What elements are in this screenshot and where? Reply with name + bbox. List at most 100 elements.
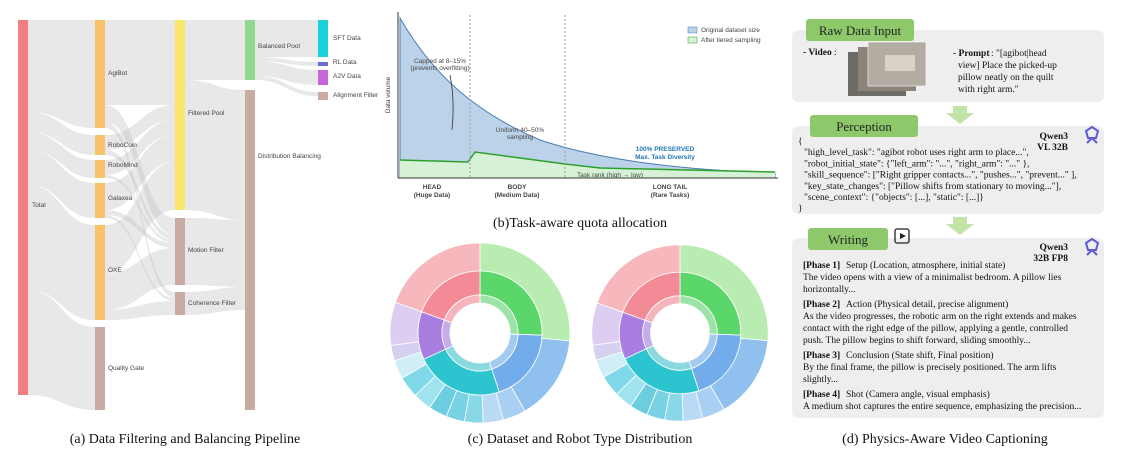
flow <box>105 175 175 243</box>
writing-text: [Phase 1] Setup (Location, atmosphere, in… <box>803 260 1081 412</box>
header-pill <box>810 115 918 137</box>
legend-entry: Original dataset size <box>701 27 760 34</box>
node <box>95 183 105 218</box>
flow <box>28 112 95 155</box>
video-icon <box>900 233 906 239</box>
json-line: "scene_context": {"objects": [...], "sta… <box>804 193 984 203</box>
prompt-line: view] Place the picked-up <box>958 61 1057 71</box>
node-label: Filtered Pool <box>188 110 225 117</box>
model-icon <box>1084 237 1100 256</box>
annotation: Max. Task Diversity <box>635 154 695 161</box>
model: Qwen3 <box>1040 132 1069 142</box>
prompt-line: with right arm." <box>958 85 1019 95</box>
json-line: { <box>798 137 803 147</box>
node-label: Balanced Pool <box>258 43 300 50</box>
json-line: } <box>798 204 803 214</box>
phase-line: As the video progresses, the robotic arm… <box>803 312 1077 322</box>
json-line: "key_state_changes": ["Pillow shifts fro… <box>804 181 1061 192</box>
node-label: RL Data <box>333 59 357 66</box>
legend-swatch <box>687 36 698 44</box>
header: Writing <box>828 232 868 247</box>
node <box>95 20 105 128</box>
phase-line: contact with the right edge of the pillo… <box>803 323 1068 334</box>
model-icon <box>1084 125 1100 144</box>
phase-heading: Shot (Camera angle, visual emphasis) <box>846 389 990 400</box>
panel-d: Raw Data Input - Video : - Prompt : "[ag… <box>792 19 1104 447</box>
node <box>95 135 105 155</box>
node <box>318 70 328 85</box>
node <box>318 20 328 57</box>
annotation: 100% PRESERVED <box>636 146 695 153</box>
region-label: (Rare Tasks) <box>651 192 690 199</box>
flow <box>28 290 95 410</box>
flow <box>28 20 95 128</box>
flow <box>105 162 175 273</box>
node-label: A2V Data <box>333 73 361 80</box>
node-label: OXE <box>108 267 122 274</box>
annotation: Capped at 8–15% <box>414 58 466 65</box>
phase-line: push. The pillow begins to shift forward… <box>803 335 1030 346</box>
json-line: "skill_sequence": ["Right gripper contac… <box>804 171 1077 181</box>
sampled-line <box>399 151 776 173</box>
phase-line: A medium shot captures the entire sequen… <box>803 402 1081 412</box>
sampled-area <box>400 152 775 178</box>
node <box>318 62 328 66</box>
arrow <box>946 217 974 235</box>
region-label: BODY <box>508 184 527 191</box>
model: 32B FP8 <box>1033 254 1068 264</box>
node <box>95 225 105 320</box>
phase-line: slightly... <box>803 375 838 385</box>
video-icon <box>894 228 910 244</box>
prompt-line: pillow neatly on the quilt <box>958 73 1054 83</box>
node <box>18 20 28 395</box>
box <box>792 126 1104 214</box>
panel-c: (c) Dataset and Robot Type Distribution <box>389 242 769 447</box>
node-label: Coherence Filter <box>188 300 237 307</box>
sunburst-center <box>450 303 510 363</box>
node <box>245 20 255 80</box>
flow <box>28 132 95 178</box>
phase-line: By the final frame, the pillow is precis… <box>803 362 1057 373</box>
phase-line: The video opens with a view of a minimal… <box>803 272 1062 283</box>
region-label: HEAD <box>423 184 442 191</box>
header: Raw Data Input <box>819 23 902 38</box>
node <box>175 292 185 315</box>
flow <box>255 61 318 85</box>
node <box>175 218 185 285</box>
caption: (b)Task-aware quota allocation <box>493 216 667 231</box>
flow <box>105 301 175 320</box>
flow <box>185 287 245 315</box>
json-line: "robot_initial_state": {"left_arm": "...… <box>804 158 1029 169</box>
flow <box>105 248 175 310</box>
annotation: (prevents overfitting) <box>410 65 469 72</box>
flow <box>105 105 175 235</box>
prompt: : "[agibot|head view] Place the picked-up… <box>958 49 1057 95</box>
perception-json: {"high_level_task": "agibot robot uses r… <box>798 137 1077 214</box>
prompt-line: : "[agibot|head <box>991 49 1047 59</box>
flow <box>185 218 245 287</box>
model: VL 32B <box>1037 143 1069 153</box>
node-label: SFT Data <box>333 35 361 42</box>
node-label: Galaxea <box>108 195 133 202</box>
arrow <box>946 106 974 124</box>
x-label: Task rank (high → low) <box>577 172 643 179</box>
flow <box>255 57 318 66</box>
panel-a: Total AgiBot RoboCoin RoboMind Galaxea OXE Qua… <box>18 20 379 447</box>
region-label: LONG TAIL <box>653 184 688 191</box>
flow <box>255 76 318 96</box>
model: Qwen3 <box>1040 243 1069 253</box>
label: - Video <box>803 48 832 58</box>
video-pillow <box>885 55 915 71</box>
caption: (c) Dataset and Robot Type Distribution <box>468 432 693 447</box>
flow <box>105 120 175 175</box>
flow <box>105 122 175 298</box>
phase-label: [Phase 3] <box>803 351 840 361</box>
node-label: Distribution Balancing <box>258 153 321 160</box>
flow <box>185 80 245 220</box>
caption: (d) Physics-Aware Video Captioning <box>842 432 1048 447</box>
flow <box>28 185 95 320</box>
flow <box>105 105 175 150</box>
flow <box>105 135 175 210</box>
